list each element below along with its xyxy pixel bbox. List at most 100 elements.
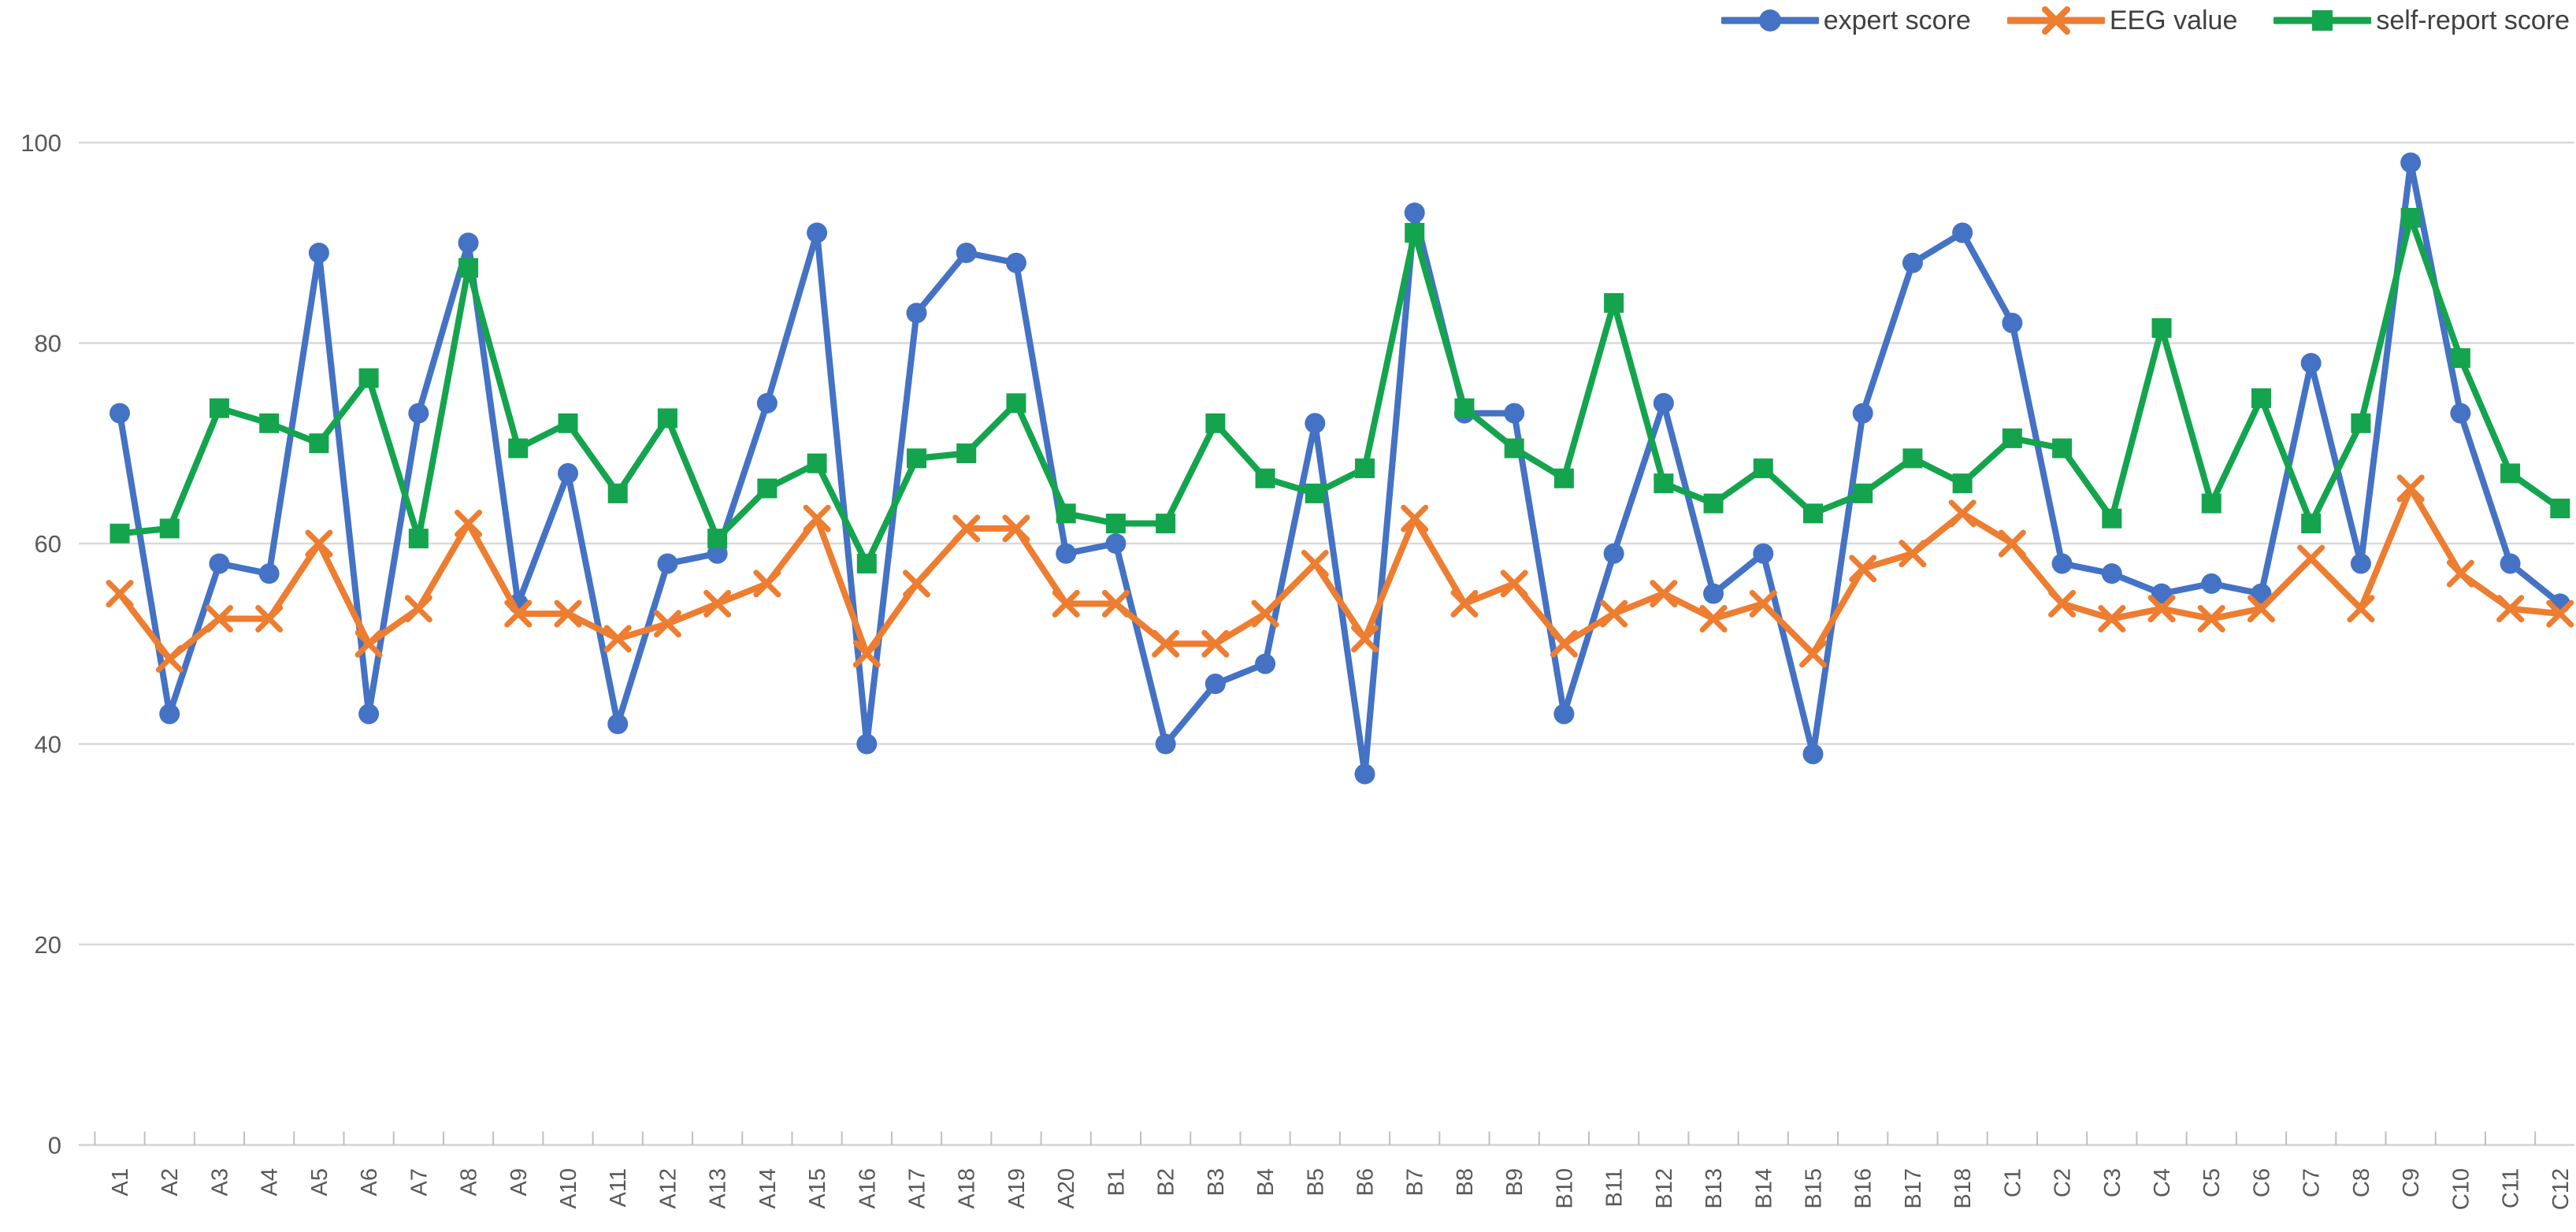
data-point-circle-icon xyxy=(1902,252,1923,273)
data-point-square-icon xyxy=(109,523,130,544)
data-point-circle-icon xyxy=(159,703,180,725)
data-point-x-icon xyxy=(1152,629,1180,658)
x-tick-label: C4 xyxy=(2150,1168,2175,1197)
data-point-x-icon xyxy=(1002,514,1030,543)
x-tick-label: A17 xyxy=(905,1168,930,1209)
data-point-circle-icon xyxy=(458,232,479,254)
data-point-x-icon xyxy=(354,629,383,658)
y-tick-label: 100 xyxy=(20,129,61,157)
data-point-circle-icon xyxy=(1703,583,1724,604)
data-point-circle-icon xyxy=(2400,152,2422,173)
x-tick-label: B9 xyxy=(1502,1168,1527,1196)
data-point-x-icon xyxy=(155,644,184,673)
data-point-circle-icon xyxy=(2300,352,2322,373)
data-point-circle-icon xyxy=(1802,744,1824,765)
data-point-x-icon xyxy=(2247,595,2275,623)
data-point-circle-icon xyxy=(1504,403,1525,424)
x-tick-label: A3 xyxy=(207,1168,232,1196)
data-point-circle-icon xyxy=(1952,222,1973,243)
data-point-x-icon xyxy=(1201,629,1230,658)
data-point-x-icon xyxy=(2147,595,2176,623)
data-point-x-icon xyxy=(903,570,931,598)
data-point-square-icon xyxy=(1853,483,1873,503)
x-axis-ticks xyxy=(94,1131,2537,1145)
data-point-square-icon xyxy=(2301,514,2322,534)
data-point-circle-icon xyxy=(1255,653,1276,674)
data-point-x-icon xyxy=(1550,629,1578,658)
data-point-x-icon xyxy=(1600,599,1628,628)
x-tick-label: A12 xyxy=(655,1168,681,1209)
data-point-square-icon xyxy=(1454,398,1475,418)
data-point-circle-icon xyxy=(358,703,380,725)
x-tick-label: C1 xyxy=(2000,1168,2025,1197)
x-tick-label: B5 xyxy=(1303,1168,1328,1196)
x-tick-label: A7 xyxy=(406,1168,432,1196)
x-tick-label: A10 xyxy=(556,1168,581,1209)
x-tick-label: A18 xyxy=(955,1168,980,1209)
data-point-circle-icon xyxy=(807,222,828,243)
legend-item-expert-score: expert score xyxy=(1720,5,1971,36)
data-point-x-icon xyxy=(1699,604,1728,633)
legend-swatch-self-report-score-icon xyxy=(2273,10,2372,31)
data-point-square-icon xyxy=(1105,514,1126,534)
data-point-circle-icon xyxy=(2201,573,2222,594)
x-tick-label: B13 xyxy=(1702,1168,1727,1209)
data-point-x-icon xyxy=(1948,499,1977,528)
x-tick-label: A14 xyxy=(755,1168,781,1209)
data-point-square-icon xyxy=(807,453,827,473)
x-tick-label: A5 xyxy=(307,1168,332,1196)
data-point-square-icon xyxy=(1553,468,1574,488)
x-tick-label: C6 xyxy=(2249,1168,2274,1197)
data-point-circle-icon xyxy=(607,714,629,735)
data-point-square-icon xyxy=(259,413,280,433)
data-point-x-icon xyxy=(2496,595,2525,623)
data-point-square-icon xyxy=(1156,514,1176,534)
data-point-square-icon xyxy=(458,258,479,278)
data-point-circle-icon xyxy=(308,242,329,263)
y-tick-label: 80 xyxy=(35,330,61,358)
data-point-square-icon xyxy=(2002,428,2022,448)
data-point-circle-icon xyxy=(1753,543,1774,564)
data-point-square-icon xyxy=(2102,508,2122,529)
x-tick-label: C9 xyxy=(2399,1168,2424,1197)
data-point-x-icon xyxy=(2098,604,2126,633)
x-tick-label: C7 xyxy=(2299,1168,2325,1197)
x-tick-label: B6 xyxy=(1353,1168,1379,1196)
x-tick-label: B4 xyxy=(1253,1168,1279,1196)
data-point-circle-icon xyxy=(1056,543,1077,564)
legend-item-self-report-score: self-report score xyxy=(2273,5,2570,36)
data-point-x-icon xyxy=(653,610,681,638)
x-tick-label: B15 xyxy=(1801,1168,1826,1209)
legend-swatch-expert-score-icon xyxy=(1720,9,1819,32)
data-point-circle-icon xyxy=(2151,583,2173,604)
data-point-circle-icon xyxy=(1404,202,1425,224)
data-point-x-icon xyxy=(753,570,781,598)
data-point-square-icon xyxy=(1802,503,1823,524)
data-point-square-icon xyxy=(2400,207,2421,228)
data-point-x-icon xyxy=(2048,589,2077,618)
x-tick-label: B16 xyxy=(1851,1168,1876,1209)
x-tick-label: B14 xyxy=(1751,1168,1776,1209)
data-point-circle-icon xyxy=(1852,403,1873,424)
data-point-circle-icon xyxy=(2101,563,2122,584)
x-tick-label: C5 xyxy=(2199,1168,2225,1197)
x-tick-label: C8 xyxy=(2349,1168,2374,1197)
data-point-x-icon xyxy=(305,529,333,558)
data-point-x-icon xyxy=(1251,599,1279,628)
data-point-square-icon xyxy=(1305,483,1325,503)
data-point-x-icon xyxy=(1301,549,1329,577)
x-tick-label: C11 xyxy=(2499,1168,2524,1208)
data-point-square-icon xyxy=(1604,293,1624,314)
y-tick-label: 60 xyxy=(35,530,61,558)
data-point-square-icon xyxy=(1405,223,1425,243)
data-point-circle-icon xyxy=(109,403,130,424)
x-tick-label: A4 xyxy=(258,1168,283,1196)
x-tick-label: A8 xyxy=(457,1168,482,1196)
data-point-x-icon xyxy=(1052,589,1080,618)
data-point-x-icon xyxy=(2396,474,2425,503)
x-tick-label: A15 xyxy=(805,1168,830,1209)
data-point-square-icon xyxy=(558,413,578,433)
data-point-x-icon xyxy=(1849,555,1877,583)
data-point-square-icon xyxy=(1504,438,1524,458)
